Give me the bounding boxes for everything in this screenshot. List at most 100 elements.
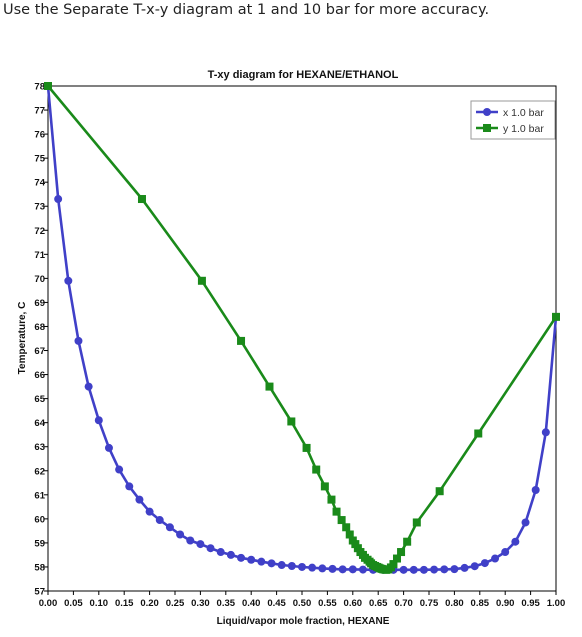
data-point [137, 195, 146, 204]
data-point [511, 537, 520, 546]
data-point [64, 276, 73, 285]
y-tick-label: 62 [34, 466, 45, 477]
data-point [521, 518, 530, 527]
data-point [358, 565, 367, 574]
data-point [392, 554, 401, 563]
data-point [328, 564, 337, 573]
y-tick-label: 58 [34, 562, 45, 573]
data-point [125, 482, 134, 491]
x-tick-label: 0.55 [318, 598, 337, 609]
data-point [308, 563, 317, 572]
x-tick-label: 0.95 [521, 598, 540, 609]
data-point [474, 429, 483, 438]
data-point [196, 540, 205, 549]
data-point [247, 555, 256, 564]
x-tick-label: 0.30 [191, 598, 210, 609]
legend-label: y 1.0 bar [503, 123, 544, 135]
data-point [197, 276, 206, 285]
data-point [302, 443, 311, 452]
data-point [531, 486, 540, 494]
data-point [54, 195, 63, 204]
data-point [267, 559, 276, 568]
data-point [337, 516, 346, 525]
x-tick-label: 0.35 [217, 598, 236, 609]
data-point [155, 516, 164, 525]
y-tick-label: 65 [34, 394, 45, 405]
x-tick-label: 0.60 [344, 598, 363, 609]
data-point [165, 523, 174, 532]
data-point [257, 557, 266, 566]
legend-marker [483, 124, 491, 132]
data-point [345, 530, 354, 539]
data-point [552, 312, 560, 321]
x-tick-label: 0.90 [496, 598, 515, 609]
y-tick-label: 64 [34, 418, 45, 429]
x-tick-label: 0.20 [140, 598, 159, 609]
data-point [440, 565, 449, 574]
x-tick-label: 0.40 [242, 598, 261, 609]
y-tick-label: 72 [34, 226, 45, 237]
y-tick-label: 61 [34, 490, 45, 501]
series-layer [44, 82, 560, 574]
data-point [412, 518, 421, 527]
data-point [287, 417, 296, 426]
x-tick-label: 0.05 [64, 598, 83, 609]
instruction-text: Use the Separate T-x-y diagram at 1 and … [3, 2, 490, 18]
x-tick-label: 0.25 [166, 598, 185, 609]
data-point [338, 565, 347, 574]
data-point [435, 487, 444, 496]
y-tick-label: 78 [34, 82, 45, 93]
data-point [419, 565, 428, 574]
data-point [265, 382, 274, 391]
plot-area [47, 85, 557, 592]
x-tick-label: 0.50 [293, 598, 312, 609]
data-point [84, 382, 93, 391]
data-point [351, 540, 360, 549]
legend-box [470, 100, 556, 140]
legend: x 1.0 bar y 1.0 bar [470, 100, 556, 140]
data-point [403, 537, 412, 546]
x-tick-label: 0.80 [445, 598, 464, 609]
data-point [115, 465, 124, 474]
y-tick-label: 57 [34, 587, 45, 598]
x-tick-label: 0.00 [39, 598, 58, 609]
y-axis-ticks: 57 58 59 60 61 62 63 64 65 66 67 68 69 70 71 72 73 74 75 76… [34, 82, 48, 598]
y-tick-label: 59 [34, 538, 45, 549]
y-tick-label: 60 [34, 514, 45, 525]
data-point [501, 548, 510, 557]
data-point [312, 465, 321, 474]
data-point [460, 563, 469, 572]
y-tick-label: 69 [34, 298, 45, 309]
data-point [176, 530, 185, 539]
y-tick-label: 74 [34, 178, 45, 189]
data-point [226, 550, 235, 559]
data-point [348, 565, 357, 574]
data-point [327, 495, 336, 504]
data-point [186, 536, 195, 545]
chart-title: T-xy diagram for HEXANE/ETHANOL [208, 69, 399, 81]
data-point [480, 559, 489, 568]
data-point [74, 336, 83, 345]
x-tick-label: 0.70 [394, 598, 413, 609]
y-axis-label: Temperature, C [17, 302, 28, 375]
y-tick-label: 77 [34, 106, 45, 117]
data-point [237, 336, 246, 345]
y-tick-label: 66 [34, 370, 45, 381]
legend-marker [483, 108, 491, 116]
y-tick-label: 67 [34, 346, 45, 357]
y-tick-label: 76 [34, 130, 45, 141]
x-tick-label: 0.45 [267, 598, 286, 609]
data-point [216, 548, 225, 557]
x-tick-label: 0.75 [420, 598, 439, 609]
data-point [397, 548, 406, 557]
plot-frame [47, 85, 557, 592]
y-tick-label: 63 [34, 442, 45, 453]
data-point [470, 562, 479, 571]
data-point [409, 565, 418, 574]
x-tick-label: 1.00 [547, 598, 566, 609]
y-tick-label: 75 [34, 154, 45, 165]
x-tick-label: 0.85 [471, 598, 490, 609]
data-point [450, 565, 459, 574]
data-point [320, 482, 329, 491]
data-point [104, 443, 113, 452]
